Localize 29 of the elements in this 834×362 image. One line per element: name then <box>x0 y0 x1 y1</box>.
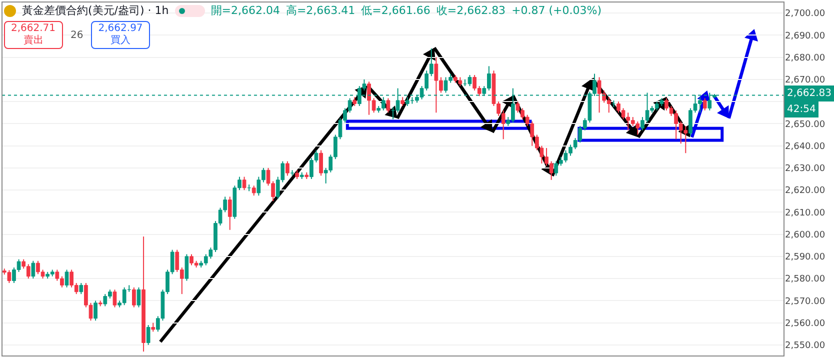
ref-line-label: 2,662.83 <box>787 88 832 99</box>
y-tick-label: 2,560.00 <box>785 318 826 329</box>
y-tick-label: 2,600.00 <box>785 230 826 240</box>
y-tick-label: 2,700.00 <box>785 9 826 20</box>
y-tick-label: 2,610.00 <box>785 208 826 218</box>
annotation: 2,662.97 <box>98 23 143 34</box>
annotation: +0.87 (+0.03%) <box>512 4 602 17</box>
annotation: 26 <box>70 30 84 40</box>
y-tick-label: 2,580.00 <box>785 274 826 285</box>
y-tick-label: 2,620.00 <box>785 186 826 196</box>
text: 42:54 <box>787 104 816 115</box>
annotation: 開=2,662.04 <box>210 3 280 18</box>
y-tick-label: 2,670.00 <box>785 76 826 86</box>
annotation: 2,662.71 <box>11 23 56 34</box>
annotation: 低=2,661.66 <box>361 3 430 18</box>
y-tick-label: 2,690.00 <box>785 31 826 42</box>
annotation: 買入 <box>110 35 131 46</box>
y-tick-label: 2,630.00 <box>785 164 826 174</box>
annotation: 賣出 <box>23 35 44 46</box>
y-tick-label: 2,650.00 <box>785 120 826 130</box>
chart-title: 黃金差價合約(美元/盎司) · 1h <box>22 3 169 18</box>
y-tick-label: 2,550.00 <box>785 341 826 352</box>
y-tick-label: 2,680.00 <box>785 53 826 64</box>
y-tick-label: 2,640.00 <box>785 142 826 152</box>
annotation: 收=2,662.83 <box>436 3 506 18</box>
candlestick <box>98 300 102 307</box>
annotation: 高=2,663.41 <box>286 3 356 18</box>
y-tick-label: 2,570.00 <box>785 296 826 307</box>
y-tick-label: 2,590.00 <box>785 252 826 263</box>
